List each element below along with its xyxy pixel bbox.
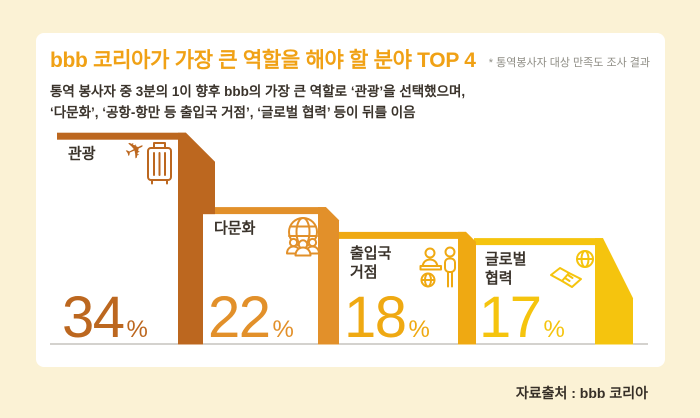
step-label: 글로벌 협력 xyxy=(485,251,526,287)
subtitle-line-1: 통역 봉사자 중 3분의 1이 향후 bbb의 가장 큰 역할로 ‘관광’을 선… xyxy=(50,84,466,99)
step-value: 17% xyxy=(479,285,565,350)
chart-step-2: 다문화 22% xyxy=(203,207,339,350)
chart-step-3: 출입국 거점 18% xyxy=(339,231,476,350)
step-side-band xyxy=(595,238,633,345)
step-top-bar xyxy=(57,132,186,140)
step-side-band xyxy=(458,231,476,345)
handshake-globe-icon xyxy=(550,250,594,288)
chart-step-1: 관광 34 % ✈ xyxy=(57,132,215,350)
report-subtitle: 통역 봉사자 중 3분의 1이 향후 bbb의 가장 큰 역할로 ‘관광’을 선… xyxy=(50,81,465,123)
immigration-desk-icon xyxy=(419,246,456,288)
step-value: 34% xyxy=(62,285,148,350)
page-title: bbb 코리아가 가장 큰 역할을 해야 할 분야 TOP 4 xyxy=(50,49,476,72)
survey-note: * 통역봉사자 대상 만족도 조사 결과 xyxy=(488,57,650,69)
step-side-band xyxy=(318,207,339,345)
step-top-bar xyxy=(339,231,466,239)
step-top-bar xyxy=(203,207,326,215)
step-label: 출입국 거점 xyxy=(350,245,392,281)
step-side-band xyxy=(178,132,215,345)
infographic-card xyxy=(36,33,665,367)
step-label: 다문화 xyxy=(214,220,256,237)
source-credit: 자료출처 : bbb 코리아 xyxy=(515,385,648,401)
step-label: 관광 xyxy=(68,145,96,163)
travel-luggage-icon: ✈ xyxy=(120,133,172,185)
step-value: 18% xyxy=(344,285,430,350)
step-value: 22% xyxy=(208,285,294,350)
step-top-bar xyxy=(474,238,603,246)
subtitle-line-2: ‘다문화’, ‘공항-항만 등 출입국 거점’, ‘글로벌 협력’ 등이 뒤를 … xyxy=(50,105,416,120)
multicultural-globe-icon xyxy=(286,217,320,257)
